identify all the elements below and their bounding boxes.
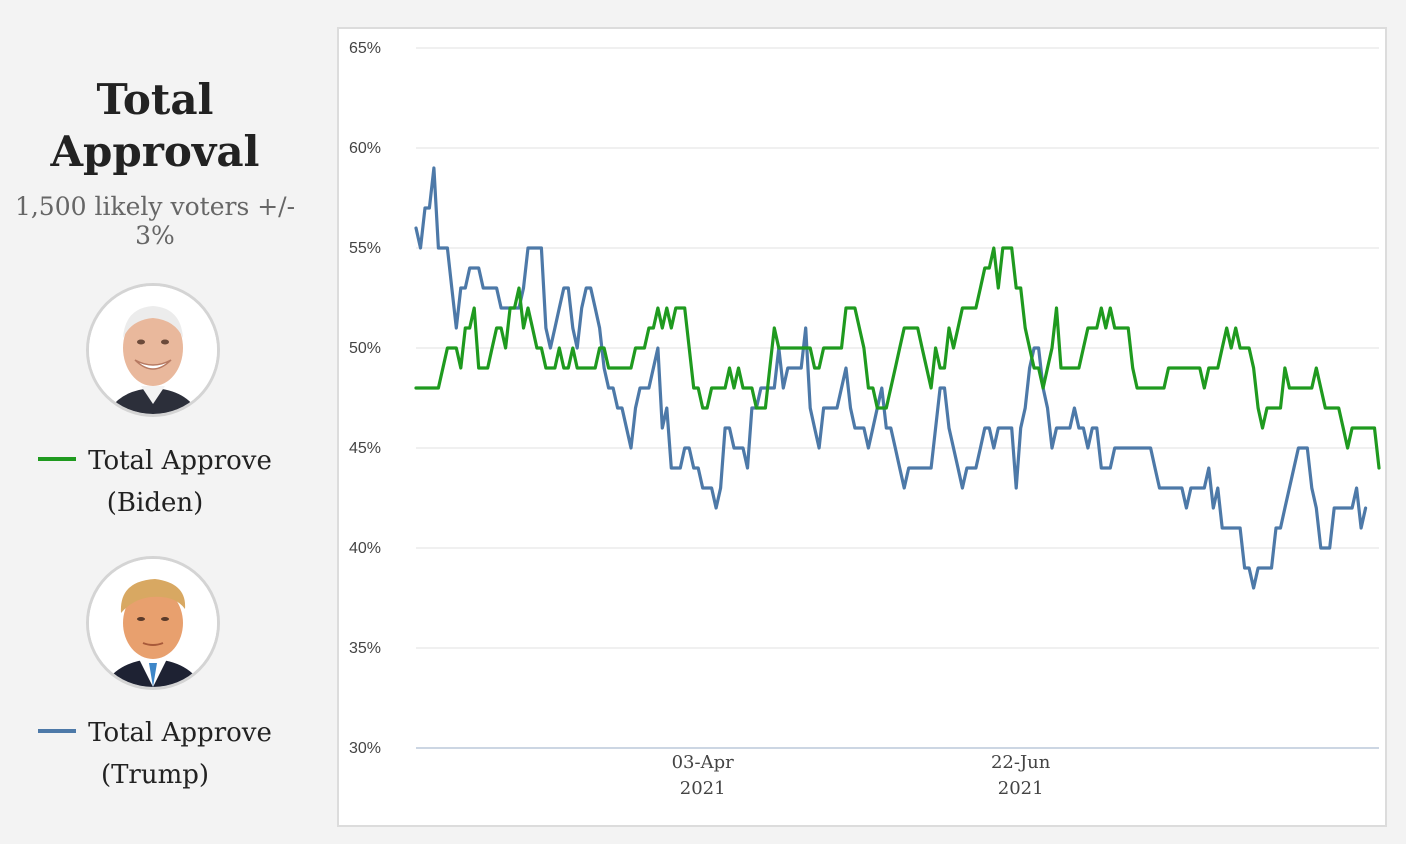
legend-trump-label-2: (Trump) — [100, 760, 210, 790]
legend-biden-line-1: Total Approve — [38, 446, 272, 476]
sample-size-subtitle: 1,500 likely voters +/- 3% — [0, 192, 310, 250]
chart-container: 30% 35% 40% 45% 50% 55% 60% 65% 03-Apr 2021 22-Jun… — [337, 27, 1387, 827]
x-tick-label-year: 2021 — [680, 778, 726, 799]
series-line-trump — [414, 166, 1368, 590]
y-tick-label: 60% — [349, 140, 381, 157]
y-tick-label: 30% — [349, 740, 381, 757]
x-tick-label: 22-Jun — [991, 752, 1051, 773]
legend-biden: Total Approve (Biden) — [0, 440, 310, 524]
legend-trump: Total Approve (Trump) — [0, 712, 310, 796]
y-tick-label: 65% — [349, 40, 381, 57]
y-tick-label: 45% — [349, 440, 381, 457]
y-tick-label: 35% — [349, 640, 381, 657]
series-line-biden — [414, 246, 1381, 470]
x-tick-label-year: 2021 — [998, 778, 1044, 799]
title-line-2: Approval — [50, 127, 260, 176]
legend-trump-swatch — [38, 729, 77, 733]
y-tick-label: 55% — [349, 240, 381, 257]
y-tick-label: 50% — [349, 340, 381, 357]
title-line-1: Total — [96, 75, 214, 124]
approval-line-chart: 30% 35% 40% 45% 50% 55% 60% 65% 03-Apr 2021 22-Jun… — [349, 40, 1381, 799]
x-tick-label: 03-Apr — [672, 752, 735, 773]
trump-portrait-icon — [86, 556, 220, 690]
biden-portrait-icon — [86, 283, 220, 417]
page-title: Total Approval — [0, 74, 310, 178]
sidebar: Total Approval 1,500 likely voters +/- 3… — [0, 0, 310, 844]
subtitle-line-1: 1,500 likely voters +/- — [14, 192, 296, 221]
subtitle-line-2: 3% — [135, 221, 175, 250]
legend-trump-line-1: Total Approve — [38, 718, 272, 748]
legend-trump-label: Total Approve — [88, 718, 272, 748]
legend-biden-swatch — [38, 457, 77, 461]
y-tick-label: 40% — [349, 540, 381, 557]
legend-biden-label: Total Approve — [88, 446, 272, 476]
legend-biden-label-2: (Biden) — [106, 488, 204, 518]
